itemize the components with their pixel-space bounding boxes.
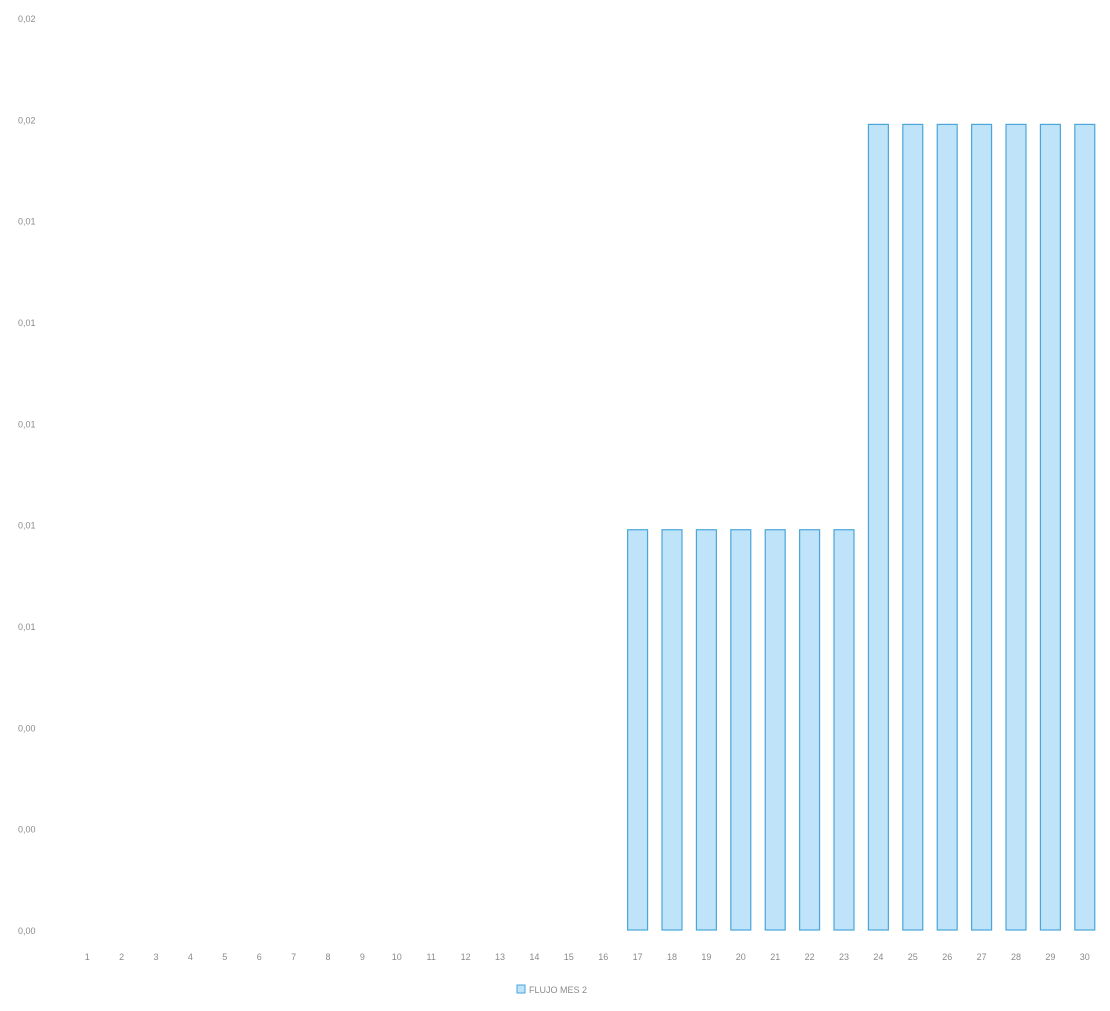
bar — [627, 529, 649, 931]
legend-label: FLUJO MES 2 — [529, 985, 587, 995]
y-tick-label: 0,01 — [18, 622, 36, 632]
legend: FLUJO MES 2 — [516, 984, 587, 995]
x-tick-label: 23 — [839, 952, 849, 962]
x-tick-label: 8 — [325, 952, 330, 962]
legend-swatch — [516, 984, 526, 994]
x-tick-label: 11 — [427, 952, 436, 962]
y-tick-label: 0,01 — [18, 318, 36, 328]
x-tick-label: 27 — [977, 952, 987, 962]
x-tick-label: 22 — [805, 952, 815, 962]
x-tick-label: 28 — [1011, 952, 1021, 962]
x-tick-label: 13 — [495, 952, 505, 962]
y-tick-label: 0,02 — [18, 115, 36, 125]
x-tick-label: 1 — [85, 952, 90, 962]
x-tick-label: 29 — [1045, 952, 1055, 962]
x-tick-label: 19 — [701, 952, 711, 962]
x-tick-label: 5 — [222, 952, 227, 962]
x-tick-label: 6 — [257, 952, 262, 962]
x-axis: 1 2 3 4 5 6 7 8 9 10 11 12 13 14 15 16 17 18 19 20 21 22 23 24 2… — [85, 952, 1090, 962]
bars — [627, 123, 1096, 931]
x-tick-label: 21 — [770, 952, 780, 962]
bar — [867, 123, 889, 931]
x-tick-label: 25 — [908, 952, 918, 962]
bar — [764, 529, 786, 931]
x-tick-label: 26 — [942, 952, 952, 962]
y-tick-label: 0,00 — [18, 926, 36, 936]
bar — [695, 529, 717, 931]
bar — [799, 529, 821, 931]
x-tick-label: 14 — [529, 952, 539, 962]
bar — [833, 529, 855, 931]
y-tick-label: 0,01 — [18, 521, 36, 531]
x-tick-label: 7 — [291, 952, 296, 962]
bar — [1074, 123, 1096, 931]
x-tick-label: 18 — [667, 952, 677, 962]
x-tick-label: 17 — [633, 952, 643, 962]
x-tick-label: 3 — [153, 952, 158, 962]
y-tick-label: 0,00 — [18, 723, 36, 733]
bar — [971, 123, 993, 931]
x-tick-label: 4 — [188, 952, 193, 962]
bar — [1005, 123, 1027, 931]
bar — [936, 123, 958, 931]
x-tick-label: 10 — [392, 952, 402, 962]
x-tick-label: 16 — [598, 952, 608, 962]
bar — [1039, 123, 1061, 931]
x-tick-label: 12 — [461, 952, 471, 962]
bar — [661, 529, 683, 931]
y-axis: 0,00 0,00 0,00 0,01 0,01 0,01 0,01 0,01 0,02 0,02 — [18, 14, 36, 936]
y-tick-label: 0,00 — [18, 825, 36, 835]
x-tick-label: 2 — [119, 952, 124, 962]
bar — [730, 529, 752, 931]
y-tick-label: 0,02 — [18, 14, 36, 24]
x-tick-label: 20 — [736, 952, 746, 962]
y-tick-label: 0,01 — [18, 419, 36, 429]
x-tick-label: 30 — [1080, 952, 1090, 962]
bar — [902, 123, 924, 931]
y-tick-label: 0,01 — [18, 217, 36, 227]
x-tick-label: 15 — [564, 952, 574, 962]
x-tick-label: 9 — [360, 952, 365, 962]
x-tick-label: 24 — [873, 952, 883, 962]
